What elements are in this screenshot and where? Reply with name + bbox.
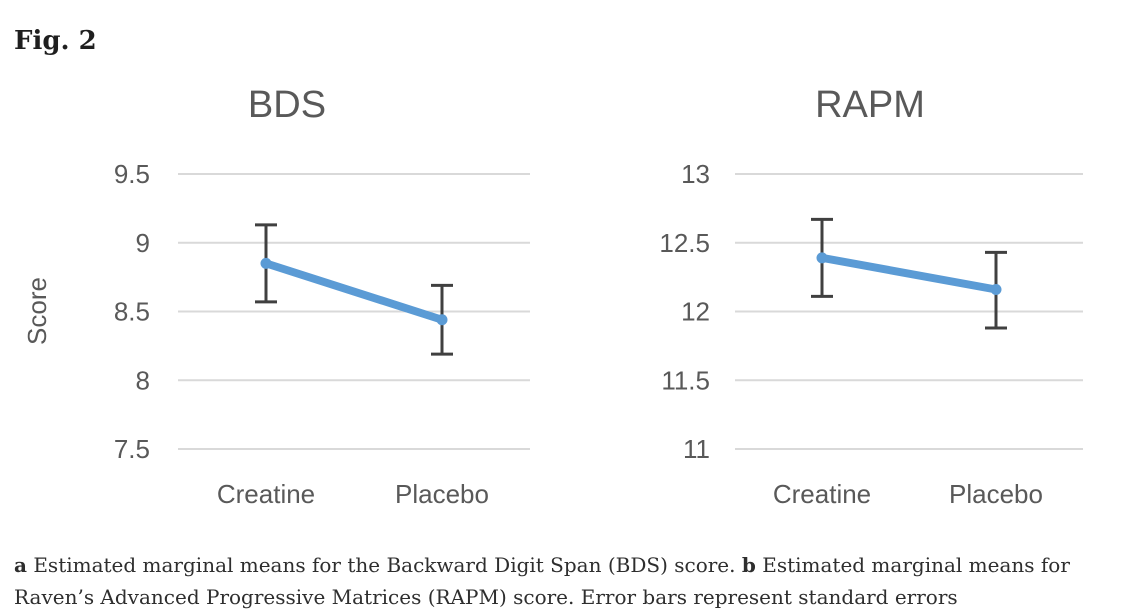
y-tick-label: 12.5 xyxy=(659,228,710,258)
data-point-marker-creatine xyxy=(816,252,828,264)
caption-text: Estimated marginal means for the Backwar… xyxy=(26,553,742,577)
rapm-chart-title: RAPM xyxy=(815,84,925,126)
caption-text: Estimated marginal means for Raven’s Adv… xyxy=(14,553,1070,609)
y-axis-label: Score xyxy=(22,277,52,345)
series-line xyxy=(262,259,446,324)
y-tick-label: 13 xyxy=(681,159,710,189)
y-tick-label: 8.5 xyxy=(114,297,150,327)
caption-text: a xyxy=(14,553,27,577)
y-tick-label: 9.5 xyxy=(114,159,150,189)
y-tick-label: 11 xyxy=(683,434,710,464)
data-point-marker-placebo xyxy=(990,284,1002,295)
x-category-label-creatine: Creatine xyxy=(217,479,315,509)
charts-row: BDS 9.5 9 8.5 8 7.5 Score Creatine Placebo RAPM 1… xyxy=(0,55,1127,525)
y-tick-label: 12 xyxy=(681,297,710,327)
figure-caption: a Estimated marginal means for the Backw… xyxy=(14,549,1099,613)
y-tick-label: 7.5 xyxy=(114,434,150,464)
x-category-label-placebo: Placebo xyxy=(395,479,489,509)
rapm-chart: RAPM 13 12.5 12 11.5 11 Creatine Placebo xyxy=(659,84,1083,509)
bds-chart-title: BDS xyxy=(248,84,326,126)
data-point-marker-placebo xyxy=(436,314,448,326)
x-category-label-placebo: Placebo xyxy=(949,479,1043,509)
bds-chart: BDS 9.5 9 8.5 8 7.5 Score Creatine Placebo xyxy=(22,84,530,509)
figure-label: Fig. 2 xyxy=(14,26,97,56)
data-point-marker-creatine xyxy=(260,257,272,269)
y-tick-label: 9 xyxy=(136,228,150,258)
x-category-label-creatine: Creatine xyxy=(773,479,871,509)
series-line xyxy=(818,253,1000,294)
caption-text: b xyxy=(741,553,756,577)
y-tick-label: 11.5 xyxy=(661,365,710,395)
y-tick-label: 8 xyxy=(136,365,150,395)
bds-chart-panel: BDS 9.5 9 8.5 8 7.5 Score Creatine Placebo xyxy=(0,55,563,525)
rapm-chart-panel: RAPM 13 12.5 12 11.5 11 Creatine Placebo xyxy=(563,55,1127,525)
